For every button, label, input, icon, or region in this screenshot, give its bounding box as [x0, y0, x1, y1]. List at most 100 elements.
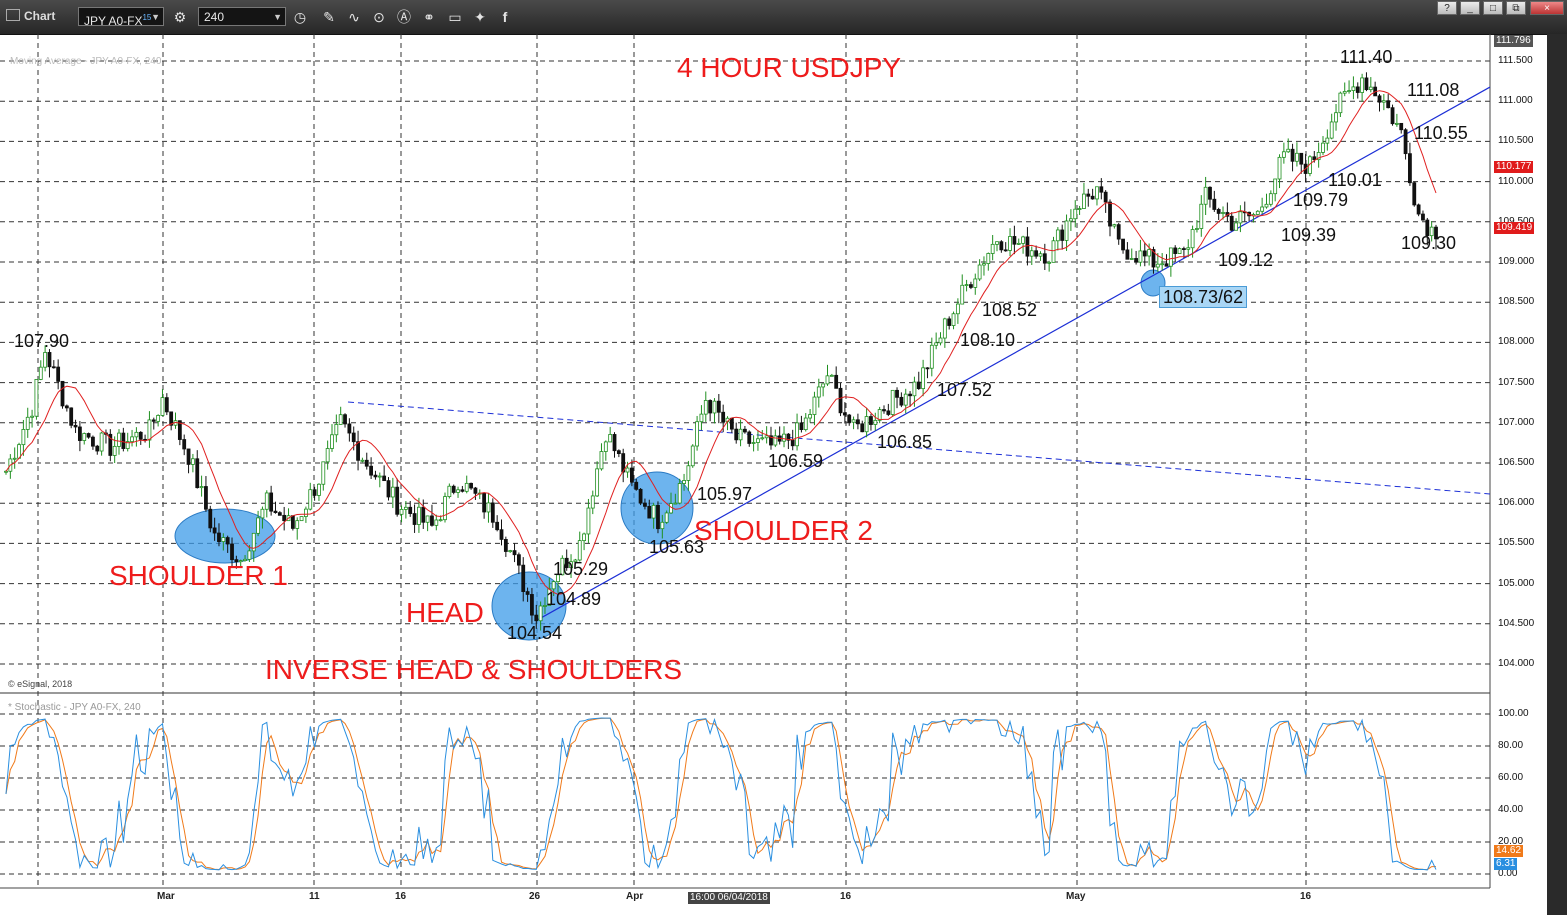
candle-body	[1025, 236, 1030, 257]
link-icon[interactable]: ⚭	[423, 9, 435, 25]
price-label: 108.52	[982, 300, 1038, 320]
time-tick: 16	[395, 891, 407, 902]
candle-body	[1394, 122, 1399, 125]
candle-body	[703, 400, 708, 415]
candle-body	[1186, 247, 1191, 250]
price-label: 108.10	[960, 330, 1016, 350]
candle-body	[1134, 258, 1138, 263]
candle-body	[1008, 236, 1012, 251]
alert-icon[interactable]: Ⓐ	[397, 9, 411, 25]
candle-body	[1368, 86, 1373, 91]
candle-body	[1268, 193, 1273, 205]
candle-body	[82, 433, 87, 441]
candle-body	[1051, 240, 1056, 263]
candle-body	[695, 421, 699, 447]
candle-body	[1195, 228, 1199, 230]
candle-body	[1012, 236, 1017, 245]
candle-body	[1177, 248, 1182, 254]
pencil-icon[interactable]: ✎	[323, 9, 335, 25]
play-icon[interactable]: ⊙	[373, 9, 385, 25]
candle-body	[21, 429, 26, 446]
candle-body	[264, 492, 269, 510]
candle-body	[860, 423, 865, 433]
pattern-label: INVERSE HEAD & SHOULDERS	[265, 654, 682, 685]
moving-average-badge: 110.177	[1494, 161, 1534, 173]
candle-body	[890, 389, 895, 415]
price-tick: 109.000	[1498, 256, 1535, 267]
stoch-tick: 40.00	[1498, 804, 1524, 815]
candle-body	[764, 435, 769, 439]
candle-body	[1155, 263, 1160, 268]
candle-body	[647, 505, 652, 519]
twitter-icon[interactable]: ✦	[474, 9, 486, 25]
candle-body	[86, 433, 91, 438]
candle-body	[999, 241, 1004, 251]
candle-body	[1108, 201, 1112, 227]
maximize-button[interactable]: □	[1483, 1, 1503, 15]
price-chart-canvas[interactable]	[0, 34, 1567, 915]
interval-input[interactable]: 240 ▼	[198, 7, 286, 26]
candle-body	[1342, 91, 1347, 94]
symbol-value: JPY A0-FX	[84, 14, 143, 28]
candle-body	[1338, 92, 1343, 114]
candle-body	[677, 483, 682, 504]
candle-body	[608, 434, 613, 443]
candle-body	[829, 374, 834, 377]
candle-body	[464, 482, 469, 492]
candle-body	[499, 529, 504, 540]
candle-body	[1347, 90, 1351, 92]
stochastic-k-badge: 14.62	[1494, 845, 1524, 857]
candle-body	[138, 431, 143, 440]
close-button[interactable]: ×	[1530, 1, 1564, 15]
candle-body	[99, 432, 104, 452]
price-label-highlight: 108.73/62	[1159, 286, 1248, 308]
link-settings-icon[interactable]: ⚙	[173, 9, 187, 25]
symbol-input[interactable]: JPY A0-FX15 ▼	[78, 7, 164, 28]
candle-body	[43, 352, 48, 368]
minimize-button[interactable]: _	[1460, 1, 1480, 15]
candle-body	[482, 492, 487, 513]
candle-body	[351, 432, 356, 443]
restore-button[interactable]: ⧉	[1506, 1, 1526, 15]
candle-body	[1238, 211, 1243, 224]
candle-body	[851, 419, 856, 423]
facebook-icon[interactable]: f	[502, 9, 508, 25]
candle-body	[4, 470, 8, 473]
candle-body	[795, 422, 799, 447]
candle-body	[803, 417, 808, 431]
price-tick: 107.500	[1498, 376, 1535, 388]
candle-body	[425, 515, 430, 523]
chevron-down-icon[interactable]: ▼	[273, 12, 282, 22]
candle-body	[95, 445, 100, 452]
candle-body	[1321, 142, 1325, 153]
comment-icon[interactable]: ▭	[448, 9, 462, 25]
candle-body	[977, 264, 982, 280]
candle-body	[747, 431, 752, 444]
candle-body	[1273, 178, 1278, 195]
price-tick: 105.500	[1498, 537, 1535, 549]
candle-body	[186, 448, 191, 465]
candle-body	[1077, 208, 1082, 210]
candle-body	[156, 415, 161, 422]
shoulder2-label: SHOULDER 2	[694, 515, 873, 546]
candle-body	[343, 414, 347, 425]
study-icon[interactable]: ∿	[348, 9, 360, 25]
candle-body	[543, 605, 547, 607]
candle-body	[1416, 204, 1421, 215]
candle-body	[599, 451, 604, 470]
candle-body	[164, 397, 169, 413]
candle-body	[1299, 152, 1304, 165]
candle-body	[1073, 208, 1078, 220]
candle-body	[1164, 263, 1169, 267]
candle-body	[490, 502, 495, 523]
time-tick: 16	[1300, 891, 1312, 902]
help-button[interactable]: ?	[1437, 1, 1457, 15]
clock-icon[interactable]: ◷	[293, 9, 307, 25]
candle-body	[225, 537, 230, 545]
candle-body	[938, 337, 943, 344]
candle-body	[1068, 218, 1073, 222]
candle-body	[247, 550, 252, 560]
candle-body	[1199, 203, 1204, 229]
chevron-down-icon[interactable]: ▼	[151, 12, 160, 22]
candle-body	[130, 436, 134, 442]
